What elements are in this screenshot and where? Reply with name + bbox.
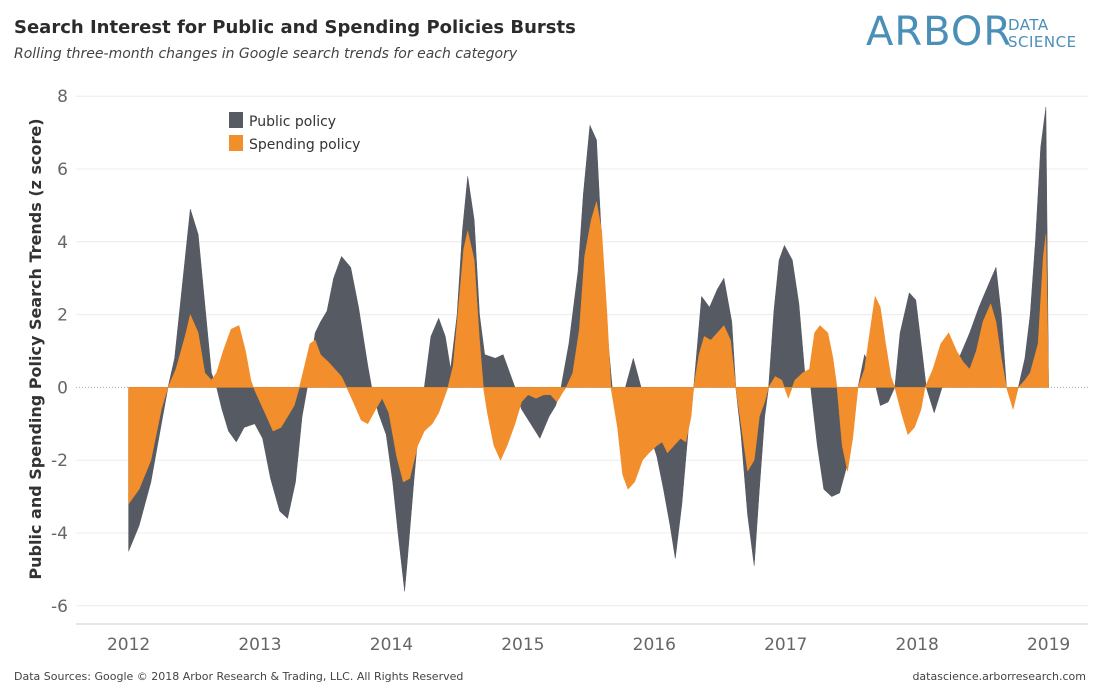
axes: -6 -4 -2 0 2 4 6 8 2012 2013 2014 2015 2016 2017 2018 2… <box>51 87 1088 655</box>
y-tick-label: -6 <box>51 597 68 617</box>
x-tick-label: 2018 <box>896 635 939 655</box>
chart-title: Search Interest for Public and Spending … <box>14 17 576 38</box>
legend-label-spending: Spending policy <box>249 137 360 153</box>
data-source-note: Data Sources: Google © 2018 Arbor Resear… <box>14 670 464 683</box>
legend-label-public: Public policy <box>249 114 336 130</box>
y-axis-label: Public and Spending Policy Search Trends… <box>26 118 45 579</box>
logo-word: ARBOR <box>866 9 1013 55</box>
y-tick-label: 0 <box>57 378 68 398</box>
y-tick-label: -4 <box>51 524 68 544</box>
series-layer <box>128 107 1049 592</box>
x-tick-label: 2017 <box>764 635 807 655</box>
y-tick-label: 8 <box>57 87 68 107</box>
logo-line-1: DATA <box>1008 16 1049 34</box>
x-tick-label: 2019 <box>1027 635 1070 655</box>
y-tick-label: 4 <box>57 233 68 253</box>
y-tick-label: 2 <box>57 306 68 326</box>
website-link[interactable]: datascience.arborresearch.com <box>912 670 1086 683</box>
x-tick-label: 2016 <box>633 635 676 655</box>
x-tick-label: 2014 <box>370 635 413 655</box>
legend: Public policy Spending policy <box>229 112 360 153</box>
x-tick-label: 2012 <box>107 635 150 655</box>
series-area-spending <box>128 201 1049 505</box>
x-tick-label: 2015 <box>501 635 544 655</box>
legend-swatch-spending <box>229 135 243 151</box>
arbor-logo: ARBOR DATA SCIENCE <box>866 8 1088 56</box>
legend-swatch-public <box>229 112 243 128</box>
y-tick-label: -2 <box>51 451 68 471</box>
x-tick-label: 2013 <box>238 635 281 655</box>
logo-line-2: SCIENCE <box>1008 33 1077 51</box>
y-tick-label: 6 <box>57 160 68 180</box>
chart-subtitle: Rolling three-month changes in Google se… <box>14 46 518 62</box>
